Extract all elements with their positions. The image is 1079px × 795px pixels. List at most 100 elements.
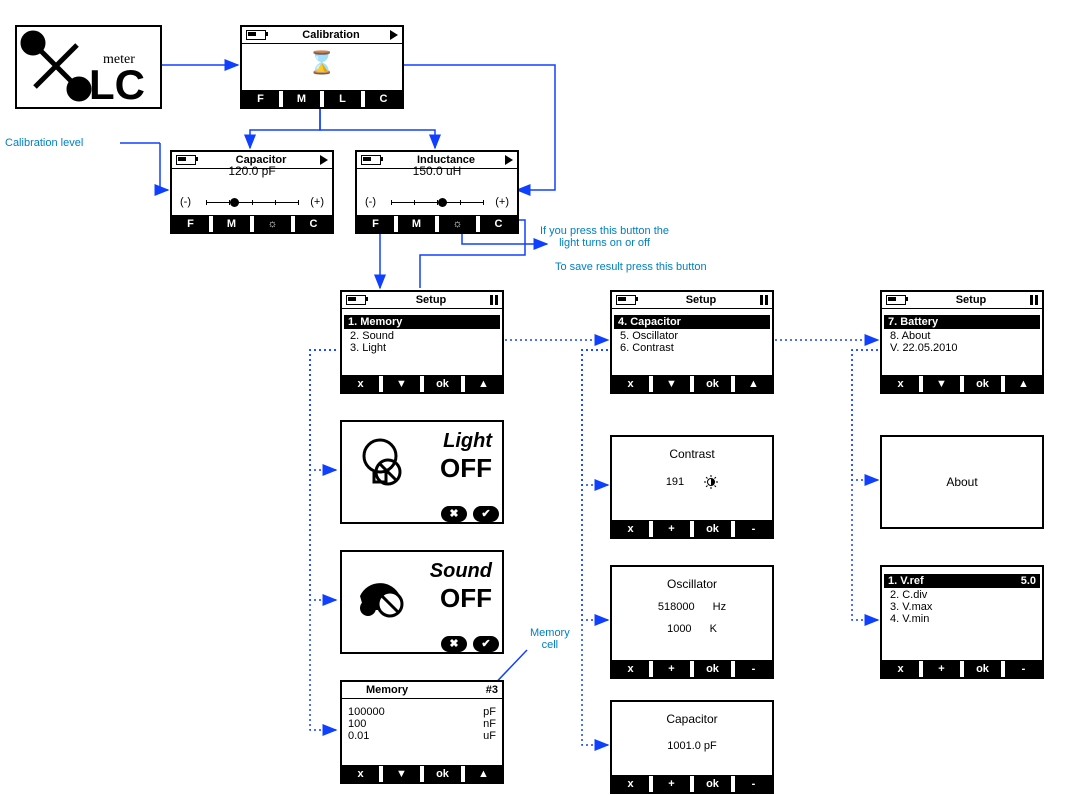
btn-minus[interactable]: - <box>735 776 772 792</box>
btn-down[interactable]: ▼ <box>383 766 420 782</box>
screen-contrast: Contrast 191 x + ok - <box>610 435 774 539</box>
btn-up[interactable]: ▲ <box>465 376 502 392</box>
list-item[interactable]: 2. Sound <box>348 330 496 342</box>
btn-up[interactable]: ▲ <box>735 376 772 392</box>
footer: x + ok - <box>882 660 1042 677</box>
btn-ok[interactable]: ok <box>964 376 1001 392</box>
btn-down[interactable]: ▼ <box>923 376 960 392</box>
list-item[interactable]: 3. Light <box>348 342 496 354</box>
slider-knob[interactable] <box>230 198 239 207</box>
btn-ok[interactable]: ok <box>694 776 731 792</box>
body: Capacitor 1001.0 pF <box>612 702 772 774</box>
header: Setup <box>612 292 772 309</box>
unit: Hz <box>713 601 726 613</box>
screen-capacitor-measure: Capacitor 1001.0 pF x + ok - <box>610 700 774 794</box>
body: 100000pF 100nF 0.01uF <box>342 702 502 764</box>
btn-f[interactable]: F <box>172 216 209 232</box>
footer: x + ok - <box>612 520 772 537</box>
footer: ✖ ✔ <box>342 636 502 652</box>
btn-plus[interactable]: + <box>653 661 690 677</box>
btn-plus[interactable]: + <box>653 521 690 537</box>
list-item-selected[interactable]: 7. Battery <box>884 315 1040 329</box>
btn-x[interactable]: x <box>612 376 649 392</box>
screen-memory: Memory #3 100000pF 100nF 0.01uF x ▼ ok ▲ <box>340 680 504 784</box>
off-label: OFF <box>430 583 492 614</box>
btn-x[interactable]: x <box>612 521 649 537</box>
screen-oscillator: Oscillator 518000Hz 1000K x + ok - <box>610 565 774 679</box>
btn-plus[interactable]: + <box>923 661 960 677</box>
btn-m[interactable]: M <box>213 216 250 232</box>
diagram-canvas: meter LC Calibration ⌛ F M L C Capacitor… <box>0 0 1079 795</box>
annot-save-button: To save result press this button <box>555 261 707 273</box>
body: Oscillator 518000Hz 1000K <box>612 567 772 659</box>
btn-down[interactable]: ▼ <box>653 376 690 392</box>
annot-memory-cell: Memory cell <box>530 627 570 651</box>
screen-setup-3: Setup 7. Battery 8. About V. 22.05.2010 … <box>880 290 1044 394</box>
btn-c[interactable]: C <box>365 91 402 107</box>
btn-ok[interactable]: ok <box>694 376 731 392</box>
footer: x ▼ ok ▲ <box>342 375 502 392</box>
val: 1000 <box>667 623 691 635</box>
btn-f[interactable]: F <box>242 91 279 107</box>
battery-icon <box>616 295 636 305</box>
btn-minus[interactable]: - <box>1005 661 1042 677</box>
battery-icon <box>886 295 906 305</box>
btn-up[interactable]: ▲ <box>1005 376 1042 392</box>
btn-minus[interactable]: - <box>735 521 772 537</box>
btn-down[interactable]: ▼ <box>383 376 420 392</box>
btn-ok[interactable]: ✔ <box>473 506 499 522</box>
footer: F M L C <box>242 90 402 107</box>
screen-calibration: Calibration ⌛ F M L C <box>240 25 404 109</box>
list-item[interactable]: 4. V.min <box>888 613 1036 625</box>
btn-ok[interactable]: ok <box>964 661 1001 677</box>
btn-l[interactable]: L <box>324 91 361 107</box>
list-item-selected[interactable]: 1. Memory <box>344 315 500 329</box>
sound-label: Sound <box>430 560 492 583</box>
list-item-selected[interactable]: 4. Capacitor <box>614 315 770 329</box>
label: 1. V.ref <box>888 575 924 587</box>
footer: F M ☼ C <box>357 215 517 232</box>
btn-up[interactable]: ▲ <box>465 766 502 782</box>
list-item[interactable]: 3. V.max <box>888 601 1036 613</box>
list-item[interactable]: 6. Contrast <box>618 342 766 354</box>
btn-c[interactable]: C <box>480 216 517 232</box>
footer: x + ok - <box>612 775 772 792</box>
btn-x[interactable]: x <box>342 766 379 782</box>
btn-x[interactable]: x <box>882 376 919 392</box>
btn-m[interactable]: M <box>398 216 435 232</box>
list-item[interactable]: 8. About <box>888 330 1036 342</box>
body: 1. V.ref 5.0 2. C.div 3. V.max 4. V.min <box>882 571 1042 659</box>
btn-x[interactable]: x <box>612 776 649 792</box>
btn-cancel[interactable]: ✖ <box>441 506 467 522</box>
btn-ok[interactable]: ok <box>424 376 461 392</box>
slider-ticks <box>206 200 298 205</box>
btn-ok[interactable]: ok <box>694 661 731 677</box>
slider-knob[interactable] <box>438 198 447 207</box>
btn-ok[interactable]: ok <box>694 521 731 537</box>
minus-label: (-) <box>180 196 191 208</box>
btn-ok[interactable]: ok <box>424 766 461 782</box>
unit: K <box>710 623 717 635</box>
btn-plus[interactable]: + <box>653 776 690 792</box>
list-item-selected[interactable]: 1. V.ref 5.0 <box>884 574 1040 588</box>
btn-minus[interactable]: - <box>735 661 772 677</box>
list-item[interactable]: 5. Oscillator <box>618 330 766 342</box>
btn-x[interactable]: x <box>612 661 649 677</box>
btn-m[interactable]: M <box>283 91 320 107</box>
btn-c[interactable]: C <box>295 216 332 232</box>
btn-cancel[interactable]: ✖ <box>441 636 467 652</box>
screen-setup-2: Setup 4. Capacitor 5. Oscillator 6. Cont… <box>610 290 774 394</box>
btn-x[interactable]: x <box>882 661 919 677</box>
btn-x[interactable]: x <box>342 376 379 392</box>
plus-label: (+) <box>310 196 324 208</box>
about-label: About <box>882 437 1042 527</box>
annot-light-button: If you press this button the light turns… <box>540 225 669 249</box>
contrast-icon <box>704 475 718 489</box>
list-item[interactable]: 2. C.div <box>888 589 1036 601</box>
btn-f[interactable]: F <box>357 216 394 232</box>
btn-light[interactable]: ☼ <box>439 216 476 232</box>
title: Oscillator <box>618 577 766 591</box>
body: 7. Battery 8. About V. 22.05.2010 <box>882 312 1042 374</box>
btn-ok[interactable]: ✔ <box>473 636 499 652</box>
btn-light[interactable]: ☼ <box>254 216 291 232</box>
